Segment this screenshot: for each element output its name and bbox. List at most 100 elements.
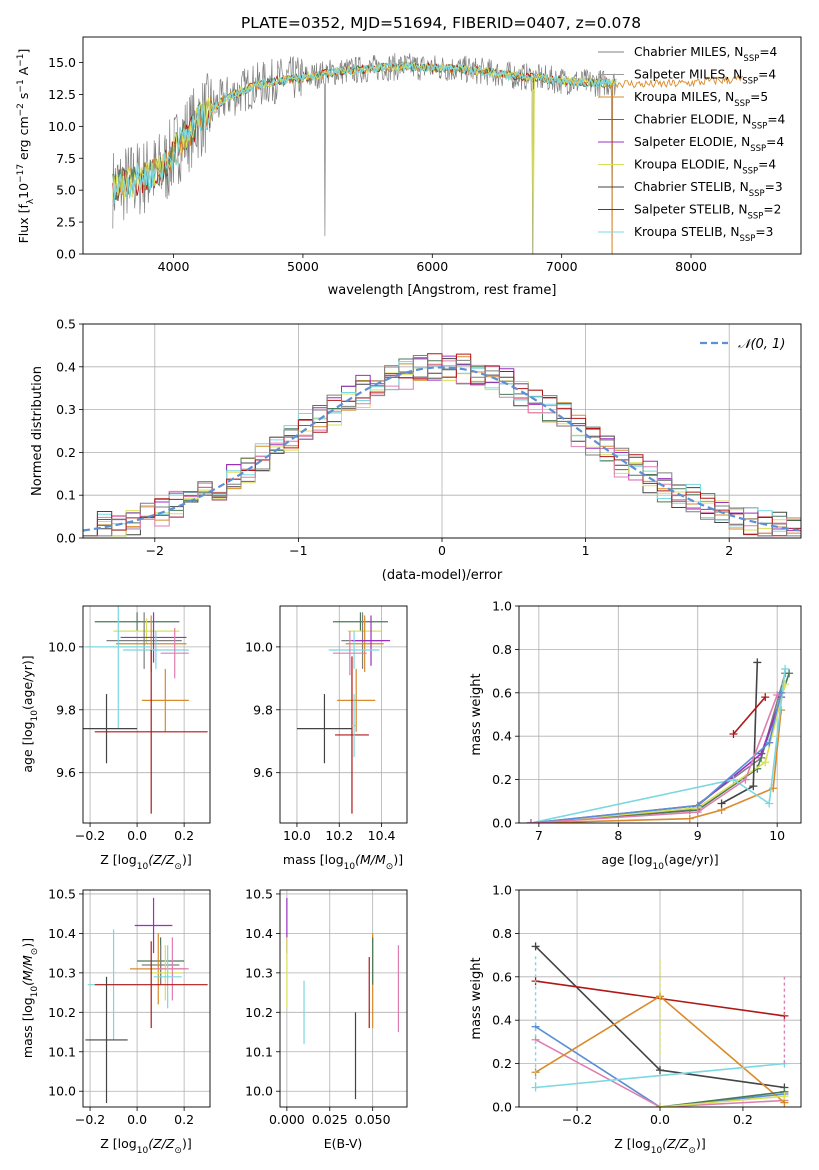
mass_vs_ebv-ytick-label: 10.5 (245, 886, 273, 901)
massweight-vs-z-xlabel: Z [log10(Z/Z⊙)] (614, 1136, 705, 1156)
histogram-ylabel: Normed distribution (30, 366, 45, 496)
massweight-vs-age-xlabel-part: (age/yr)] (664, 852, 719, 867)
spectrum-ylabel-part: 10 (16, 183, 31, 199)
residual_hist-frame (82, 323, 802, 539)
residual_hist-xtick-label: 1 (582, 543, 590, 558)
spectrum-panel: 4000 5000 6000 7000 8000 0.0 2.5 5.0 7.5 10.0 12.5… (16, 36, 802, 298)
legend-label: Chabrier MILES, NSSP=4 (634, 45, 778, 64)
age-vs-z-xlabel-part: )] (182, 852, 192, 867)
residual_hist-ytick-label: 0.4 (56, 359, 76, 374)
legend-label-sub: SSP (749, 189, 765, 199)
spectrum-ytick-label: 7.5 (56, 151, 76, 166)
age_vs_mass-background (280, 606, 407, 823)
mass_vs_Z-ytick-label: 10.5 (48, 886, 76, 901)
massweight-vs-z-xlabel-part: 10 (651, 1146, 663, 1156)
mass-weight-marker (781, 680, 790, 689)
legend-label-tail: =5 (750, 90, 768, 104)
spectrum-ytick-label: 10.0 (48, 119, 76, 134)
age_vs_Z-ytick-label: 10.0 (48, 639, 76, 654)
massweight_vs_age-ylabel: mass weight (469, 673, 484, 755)
mass-vs-z-ylabel: mass [log10(M/M⊙)] (20, 938, 40, 1058)
mass-weight-marker (741, 775, 750, 784)
mass-weight-marker (761, 693, 770, 702)
massweight_vs_Z-ytick-label: 0.8 (492, 926, 512, 941)
legend-label-sub: SSP (743, 54, 759, 64)
mass-weight-marker (749, 782, 758, 791)
mass-vs-z-ylabel-part: mass [log (20, 997, 35, 1058)
legend-label-sub: SSP (740, 234, 756, 244)
age-vs-z-ylabel-part: age [log (20, 721, 35, 772)
normal-curve-line (83, 366, 801, 532)
histogram-xlabel: (data-model)/error (382, 568, 503, 583)
age_vs_Z-ytick-label: 9.6 (56, 765, 76, 780)
legend-label-main: Kroupa MILES, N (634, 90, 734, 104)
mass_vs_Z-frame (82, 889, 211, 1108)
legend-label: Salpeter MILES, NSSP=4 (634, 68, 776, 87)
massweight_vs_age-ytick-label: 0.2 (492, 772, 512, 787)
age-vs-z-ylabel: age [log10(age/yr)] (20, 655, 40, 772)
mass_vs_ebv-ytick-label: 10.1 (245, 1044, 273, 1059)
legend-label: Chabrier ELODIE, NSSP=4 (634, 113, 786, 132)
mass-weight-marker (765, 799, 774, 808)
massweight_vs_age-frame (518, 605, 802, 824)
spectrum-plot-area (112, 53, 744, 254)
mass-weight-line (530, 668, 786, 823)
mass_vs_ebv-xtick-label: 0.025 (312, 1112, 348, 1127)
age-vs-mass-xlabel-part: ⊙ (386, 862, 394, 872)
mass-weight-line (535, 1038, 785, 1107)
massweight_vs_Z-ytick-label: 0.2 (492, 1056, 512, 1071)
mass-vs-z-xlabel-part: (Z/Z (148, 1136, 175, 1151)
mass_vs_Z-panel: −0.2 0.0 0.2 10.0 10.1 10.2 10.3 10.4 10.5 Z [log… (20, 886, 211, 1156)
mass-weight-marker (729, 730, 738, 739)
residual_hist-xtick-label: 2 (725, 543, 733, 558)
mass-vs-ebv-xlabel: E(B-V) (324, 1136, 363, 1151)
age_vs_mass-xtick-label: 10.4 (368, 828, 396, 843)
age_vs_Z-xtick-label: 0.0 (127, 828, 147, 843)
mass-weight-line (535, 1026, 785, 1107)
mass-weight-line (535, 1062, 785, 1089)
legend-label: Salpeter ELODIE, NSSP=4 (634, 135, 784, 154)
mass_vs_Z-xtick-label: 0.2 (174, 1112, 194, 1127)
mass-weight-marker (780, 1092, 789, 1101)
spectrum-xtick-label: 4000 (158, 259, 190, 274)
massweight_vs_Z-ytick-label: 1.0 (492, 883, 512, 898)
mass-weight-marker (781, 664, 790, 673)
mass-weight-marker (757, 749, 766, 758)
mass_vs_Z-ytick-label: 10.4 (48, 926, 76, 941)
age-vs-z-xlabel-part: 10 (137, 862, 149, 872)
mass_vs_ebv-ytick-label: 10.4 (245, 926, 273, 941)
mass-weight-marker (765, 738, 774, 747)
age_vs_Z-frame (82, 605, 211, 824)
legend-label-main: Salpeter ELODIE, N (634, 135, 750, 149)
massweight_vs_age-xtick-label: 8 (614, 828, 622, 843)
legend-label-main: Kroupa ELODIE, N (634, 158, 742, 172)
mass-weight-line (530, 694, 778, 823)
mass_vs_ebv-panel: 0.000 0.025 0.050 10.0 10.1 10.2 10.3 10.4 10.5 E… (245, 886, 408, 1151)
massweight-vs-z-xlabel-part: (Z/Z (662, 1136, 689, 1151)
age-vs-mass-xlabel-part: mass [log (283, 852, 344, 867)
mass_vs_Z-background (83, 890, 210, 1107)
legend-label-tail: =4 (767, 113, 785, 127)
age-vs-z-ylabel-part: (age/yr)] (20, 655, 35, 710)
mass-vs-z-ylabel-part: )] (20, 938, 35, 948)
spectrum-xtick-label: 7000 (546, 259, 578, 274)
mass-weight-marker (761, 758, 770, 767)
legend-label-sub: SSP (751, 122, 767, 132)
massweight_vs_age-xtick-label: 9 (694, 828, 702, 843)
massweight_vs_age-xtick-label: 10 (769, 828, 785, 843)
massweight_vs_age-ytick-label: 0.8 (492, 642, 512, 657)
residual_hist-ytick-label: 0.0 (56, 531, 76, 546)
legend-label: Salpeter STELIB, NSSP=2 (634, 203, 781, 222)
residual_hist-xtick-label: 0 (438, 543, 446, 558)
legend-label-tail: =4 (766, 135, 784, 149)
mass-weight-line (530, 683, 786, 823)
age_vs_mass-ytick-label: 9.6 (253, 765, 273, 780)
spectrum-frame (82, 36, 802, 255)
massweight_vs_Z-frame (518, 889, 802, 1108)
massweight_vs_age-ytick-label: 0.6 (492, 685, 512, 700)
massweight_vs_age-xtick-label: 7 (535, 828, 543, 843)
massweight-vs-age-xlabel: age [log10(age/yr)] (601, 852, 718, 872)
mass-vs-z-xlabel-part: ⊙ (174, 1146, 182, 1156)
spectrum-xtick-label: 6000 (416, 259, 448, 274)
spectrum-ylabel-part: −17 (16, 164, 26, 183)
